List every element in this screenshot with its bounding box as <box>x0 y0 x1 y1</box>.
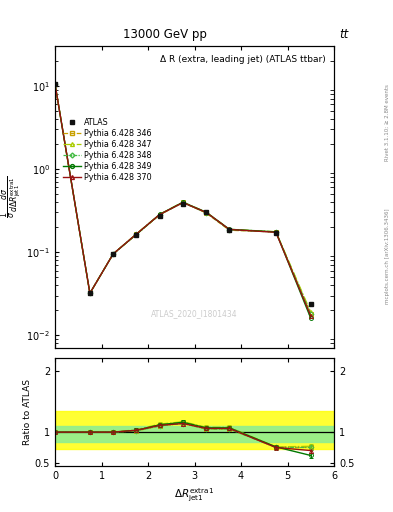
Text: ATLAS_2020_I1801434: ATLAS_2020_I1801434 <box>151 309 238 318</box>
Y-axis label: Ratio to ATLAS: Ratio to ATLAS <box>23 379 32 445</box>
Text: Δ R (extra, leading jet) (ATLAS ttbar): Δ R (extra, leading jet) (ATLAS ttbar) <box>160 55 326 64</box>
Text: 13000 GeV pp: 13000 GeV pp <box>123 28 207 41</box>
Text: Rivet 3.1.10; ≥ 2.8M events: Rivet 3.1.10; ≥ 2.8M events <box>385 84 390 161</box>
Text: mcplots.cern.ch [arXiv:1306.3436]: mcplots.cern.ch [arXiv:1306.3436] <box>385 208 390 304</box>
Text: tt: tt <box>339 28 349 41</box>
Legend: ATLAS, Pythia 6.428 346, Pythia 6.428 347, Pythia 6.428 348, Pythia 6.428 349, P: ATLAS, Pythia 6.428 346, Pythia 6.428 34… <box>62 117 154 184</box>
Y-axis label: $\frac{1}{\sigma}\frac{d\sigma}{d\Delta R_\mathrm{jet1}^\mathrm{extra1}}$: $\frac{1}{\sigma}\frac{d\sigma}{d\Delta … <box>0 176 24 219</box>
X-axis label: $\Delta R_\mathrm{jet1}^\mathrm{extra1}$: $\Delta R_\mathrm{jet1}^\mathrm{extra1}$ <box>174 486 215 504</box>
